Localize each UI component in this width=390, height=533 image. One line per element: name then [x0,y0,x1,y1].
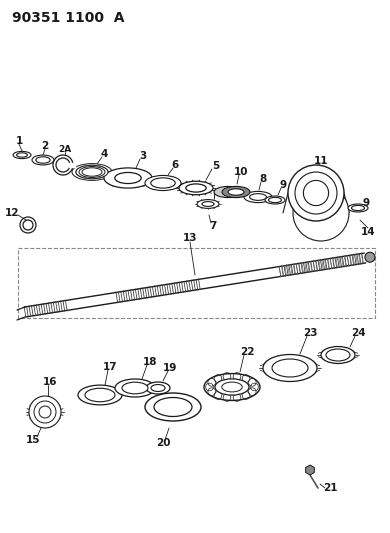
Ellipse shape [36,157,50,163]
Text: 20: 20 [156,438,170,448]
Ellipse shape [115,173,141,183]
Ellipse shape [202,201,214,206]
Text: 15: 15 [26,435,40,445]
Ellipse shape [82,168,102,176]
Polygon shape [306,465,314,475]
Text: 17: 17 [103,362,117,372]
Circle shape [29,396,61,428]
Ellipse shape [79,166,105,177]
Ellipse shape [85,388,115,402]
Text: 8: 8 [259,174,267,184]
Text: 22: 22 [240,347,254,357]
Ellipse shape [197,199,219,208]
Circle shape [56,158,70,172]
Text: 9: 9 [280,180,287,190]
Ellipse shape [78,385,122,405]
Ellipse shape [186,184,206,192]
Text: 11: 11 [314,156,328,166]
Ellipse shape [145,393,201,421]
Ellipse shape [151,178,175,188]
Ellipse shape [268,197,282,203]
Text: 5: 5 [213,161,220,171]
Text: 16: 16 [43,377,57,387]
Ellipse shape [326,349,350,361]
Ellipse shape [179,181,213,195]
Ellipse shape [293,185,349,241]
Bar [69,163,75,167]
Text: 90351 1100  A: 90351 1100 A [12,11,124,25]
Text: 3: 3 [139,151,147,161]
Ellipse shape [154,398,192,416]
Ellipse shape [151,384,165,392]
Text: 18: 18 [143,357,157,367]
Ellipse shape [104,168,152,188]
Ellipse shape [146,382,170,394]
Text: 2A: 2A [58,144,72,154]
Ellipse shape [321,346,355,364]
Text: 24: 24 [351,328,365,338]
Ellipse shape [115,379,155,397]
Ellipse shape [244,191,272,203]
Text: 21: 21 [323,483,337,493]
Ellipse shape [13,151,31,159]
Ellipse shape [79,166,105,177]
Text: 2: 2 [41,141,49,151]
Ellipse shape [214,187,242,198]
Text: 4: 4 [100,149,108,159]
Ellipse shape [265,196,285,204]
Circle shape [34,401,56,423]
Ellipse shape [76,165,108,179]
Ellipse shape [222,382,242,392]
Ellipse shape [288,165,344,221]
Ellipse shape [272,359,308,377]
Ellipse shape [295,172,337,214]
Text: 10: 10 [234,167,248,177]
Ellipse shape [72,164,112,180]
Text: 19: 19 [163,363,177,373]
Circle shape [365,252,375,262]
Bar [18,248,375,318]
Ellipse shape [348,204,368,212]
Ellipse shape [215,379,249,395]
Text: 14: 14 [361,227,375,237]
Text: 13: 13 [183,233,197,243]
Text: 6: 6 [171,160,179,170]
Ellipse shape [17,153,27,157]
Circle shape [39,406,51,418]
Ellipse shape [32,155,54,165]
Circle shape [23,220,33,230]
Ellipse shape [222,187,250,198]
Text: 1: 1 [15,136,23,146]
Ellipse shape [263,354,317,382]
Text: 9: 9 [362,198,370,208]
Ellipse shape [122,382,148,394]
Text: 7: 7 [209,221,217,231]
Ellipse shape [204,374,260,400]
Ellipse shape [250,193,266,200]
Ellipse shape [76,165,108,179]
Ellipse shape [145,175,181,191]
Ellipse shape [228,189,244,195]
Text: 12: 12 [5,208,19,218]
Text: 23: 23 [303,328,317,338]
Ellipse shape [351,205,365,211]
Ellipse shape [303,180,329,206]
